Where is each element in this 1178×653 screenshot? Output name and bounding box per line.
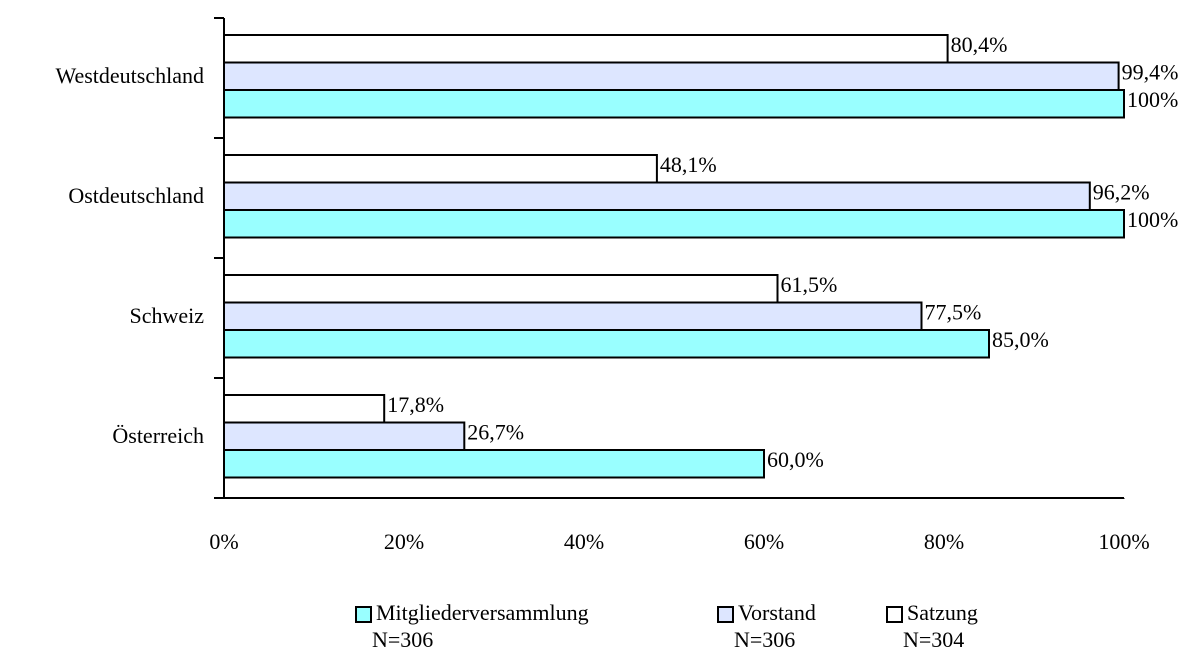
y-tick-label: Schweiz <box>129 303 204 328</box>
data-label: 96,2% <box>1093 179 1150 204</box>
data-label: 100% <box>1127 207 1178 232</box>
bar <box>223 301 923 331</box>
legend-n: N=306 <box>734 627 795 652</box>
x-tick-label: 20% <box>384 529 424 554</box>
data-label: 100% <box>1127 87 1178 112</box>
legend-swatch <box>717 606 734 623</box>
data-label: 48,1% <box>660 152 717 177</box>
x-tick-label: 40% <box>564 529 604 554</box>
bar <box>223 181 1091 211</box>
y-tick-label: Österreich <box>112 423 204 448</box>
data-label: 60,0% <box>767 447 824 472</box>
legend-label: Satzung <box>907 600 978 625</box>
x-tick-label: 0% <box>209 529 238 554</box>
bar <box>223 34 949 64</box>
bar <box>223 89 1125 119</box>
legend-label: Vorstand <box>738 600 816 625</box>
data-label: 26,7% <box>467 419 524 444</box>
x-tick-label: 60% <box>744 529 784 554</box>
data-label: 85,0% <box>992 327 1049 352</box>
bar <box>223 154 658 184</box>
data-label: 61,5% <box>781 272 838 297</box>
x-tick-label: 80% <box>924 529 964 554</box>
legend-label: Mitgliederversammlung <box>376 600 589 625</box>
bar <box>223 394 386 424</box>
data-label: 80,4% <box>951 32 1008 57</box>
legend-n: N=306 <box>372 627 433 652</box>
legend-swatch <box>886 606 903 623</box>
bar <box>223 209 1125 239</box>
bar <box>223 274 779 304</box>
data-label: 17,8% <box>387 392 444 417</box>
bar <box>223 449 765 479</box>
x-tick-label: 100% <box>1098 529 1149 554</box>
bar <box>223 421 466 451</box>
data-label: 77,5% <box>925 299 982 324</box>
y-tick-label: Ostdeutschland <box>68 183 204 208</box>
bar <box>223 61 1120 91</box>
bar <box>223 329 990 359</box>
legend-swatch <box>355 606 372 623</box>
y-tick-label: Westdeutschland <box>55 63 204 88</box>
data-label: 99,4% <box>1122 59 1178 84</box>
legend-n: N=304 <box>903 627 964 652</box>
